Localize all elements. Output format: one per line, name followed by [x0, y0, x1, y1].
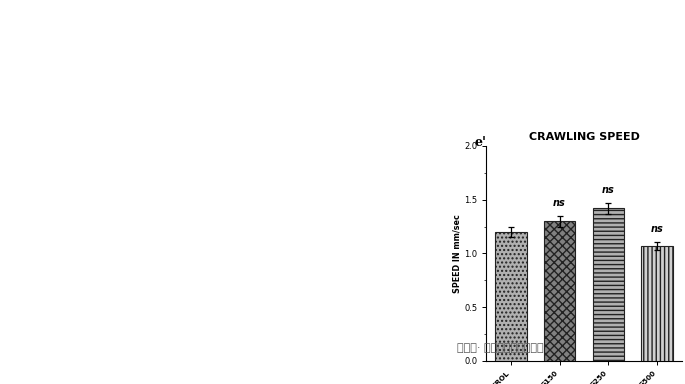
- Bar: [641, 246, 673, 361]
- Text: ns: ns: [553, 198, 566, 208]
- Bar: [544, 221, 575, 361]
- Bar: [495, 232, 527, 361]
- Y-axis label: SPEED IN mm/sec: SPEED IN mm/sec: [452, 214, 462, 293]
- Text: e': e': [475, 136, 487, 149]
- Bar: [593, 208, 624, 361]
- Title: CRAWLING SPEED: CRAWLING SPEED: [529, 132, 639, 142]
- Text: ns: ns: [651, 224, 664, 234]
- Text: 公众号· 焦耳热超快合成材料: 公众号· 焦耳热超快合成材料: [457, 343, 543, 353]
- Text: ns: ns: [602, 185, 614, 195]
